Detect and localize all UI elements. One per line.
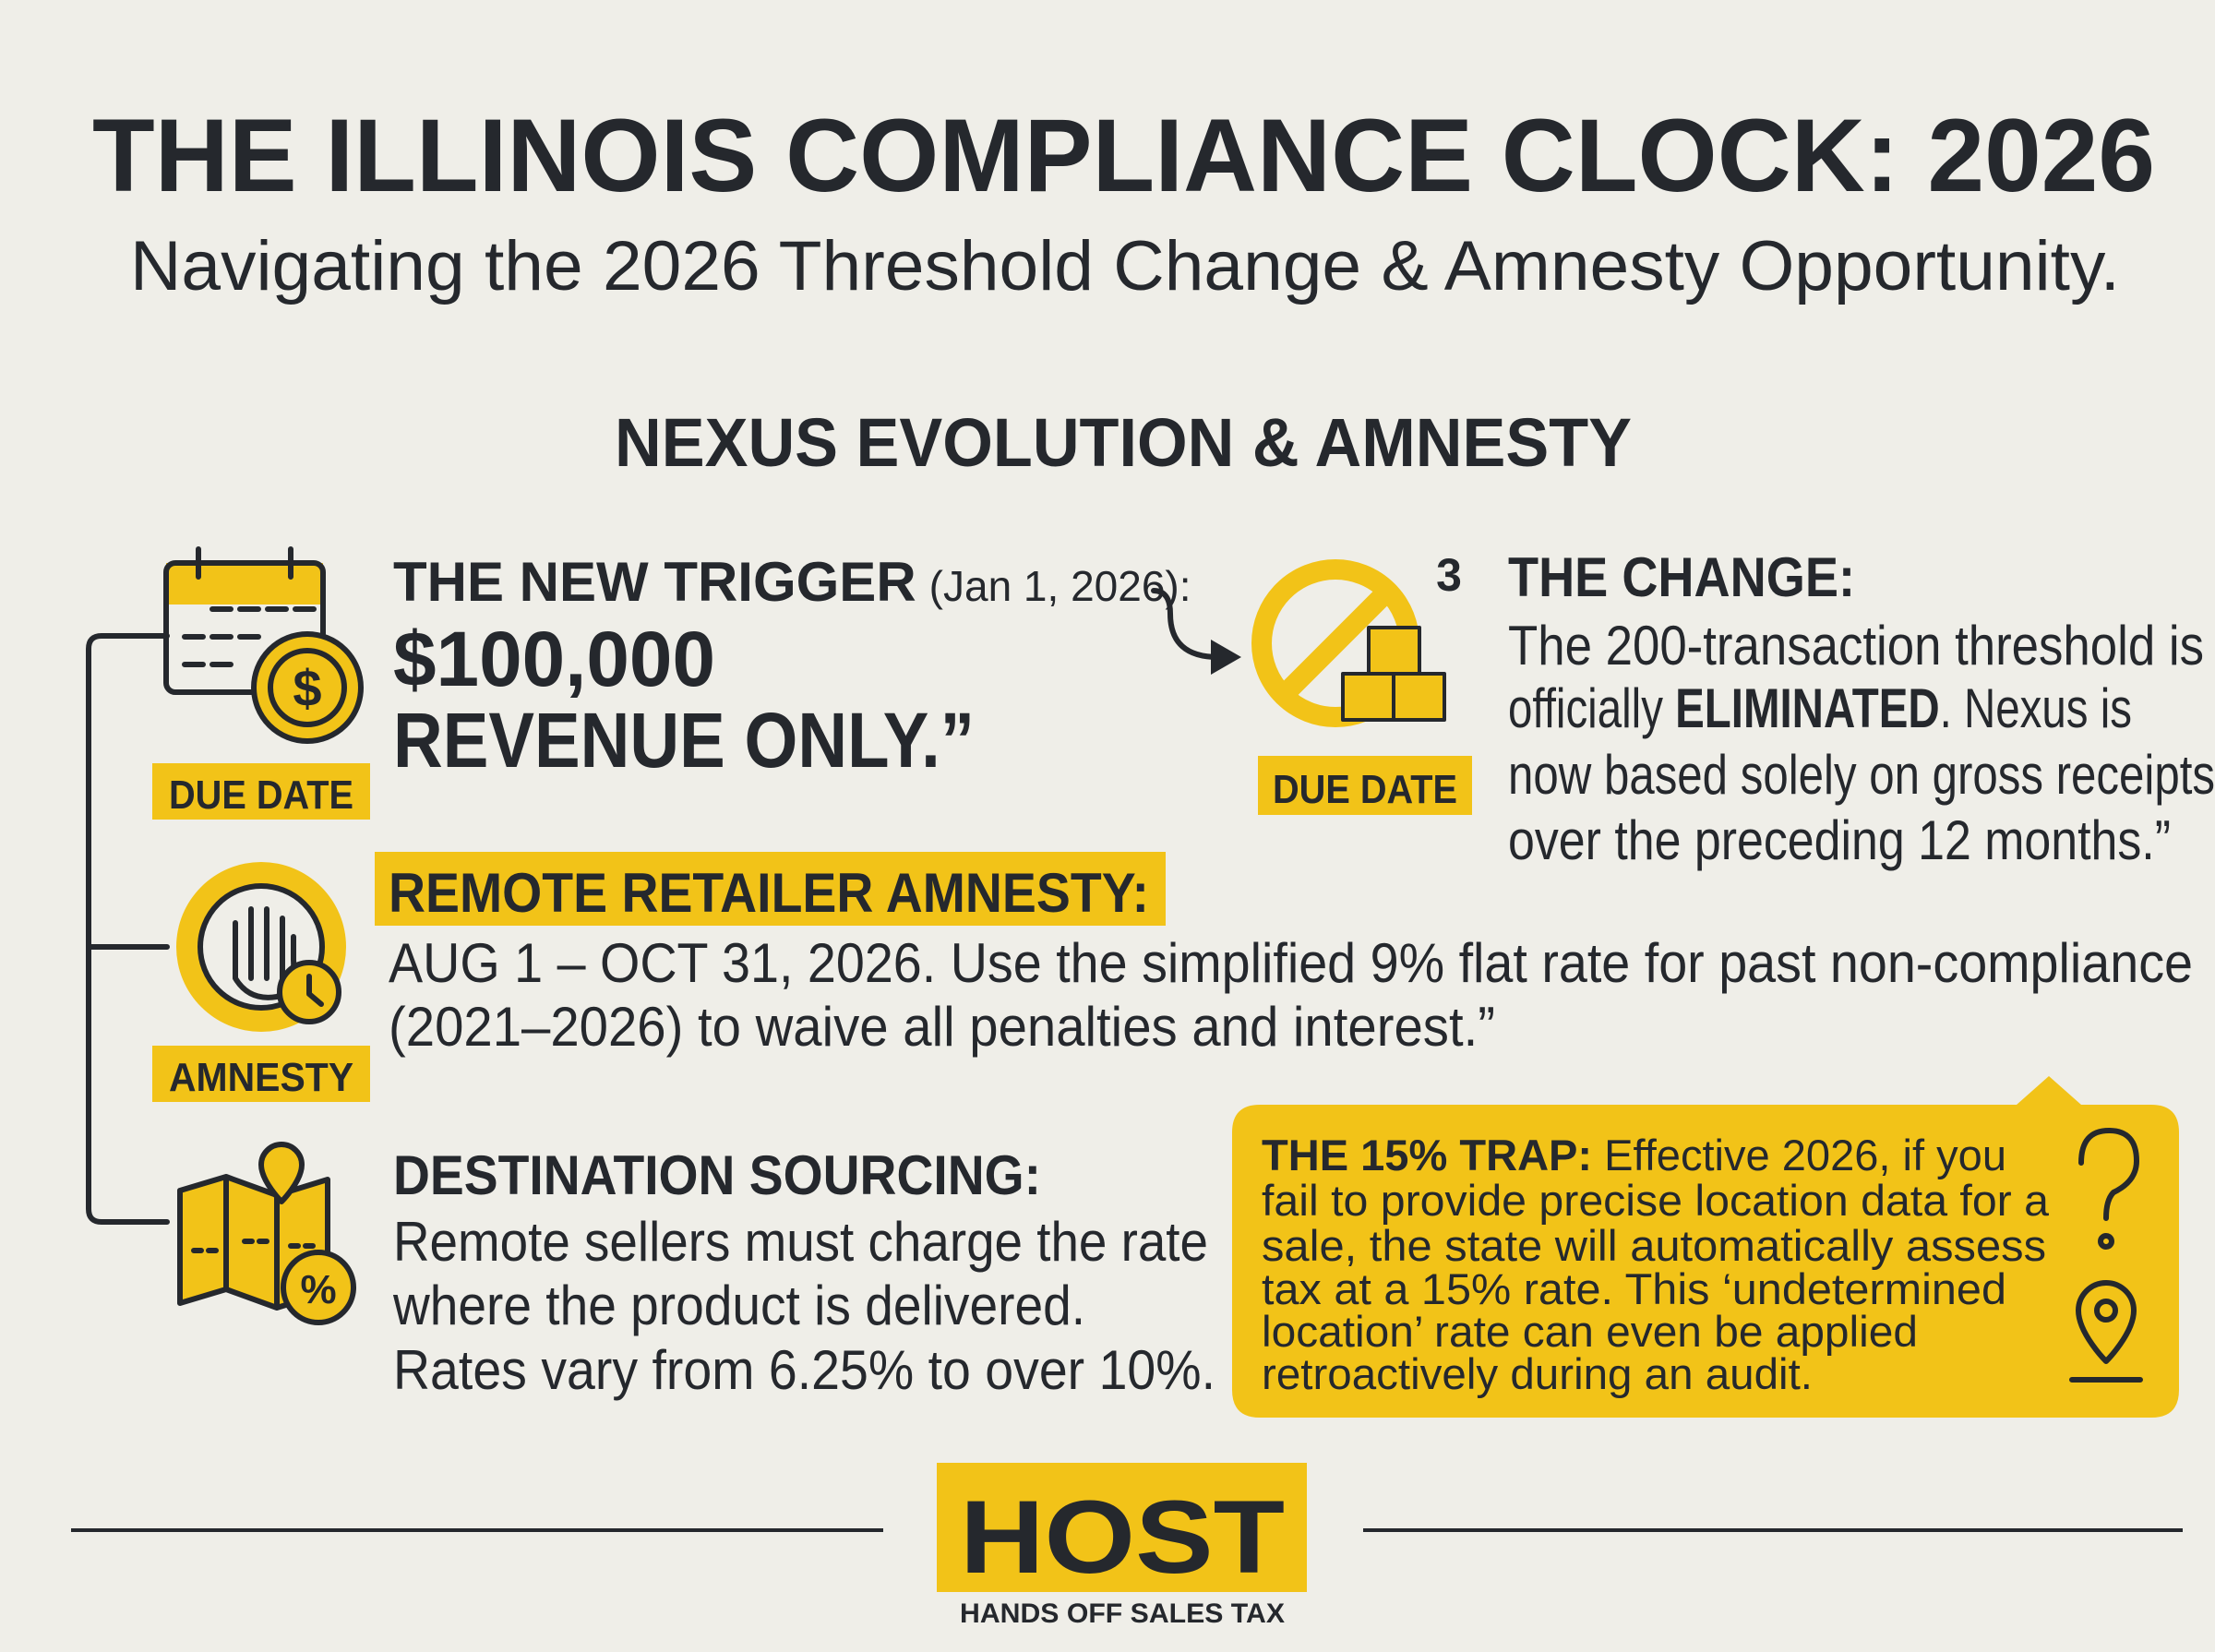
emphasis: ELIMINATED xyxy=(1675,677,1940,739)
prohibition-icon xyxy=(1251,559,1446,727)
badge-label: DUE DATE xyxy=(169,772,353,818)
percent-symbol: % xyxy=(300,1267,336,1312)
coin-ring xyxy=(251,631,364,744)
trap-line: THE 15% TRAP: Effective 2026, if you xyxy=(1262,1131,2006,1179)
sourcing-line: Rates vary from 6.25% to over 10%. xyxy=(393,1339,1215,1401)
calendar-frame xyxy=(163,560,326,695)
trap-label: THE 15% TRAP: xyxy=(1262,1131,1592,1179)
amnesty-line: AUG 1 – OCT 31, 2026. Use the simplified… xyxy=(389,932,2193,994)
text-run: officially xyxy=(1508,677,1675,739)
change-label: THE CHANGE: xyxy=(1508,546,1855,608)
trigger-label: THE NEW TRIGGER xyxy=(393,551,916,613)
badge xyxy=(152,1046,370,1102)
sourcing-line: where the product is delivered. xyxy=(392,1275,1085,1336)
question-dot xyxy=(2098,1233,2114,1250)
subtitle: Navigating the 2026 Threshold Change & A… xyxy=(130,227,2120,305)
change-line: over the preceding 12 months.” xyxy=(1508,809,2171,871)
change-line: now based solely on gross receipts xyxy=(1508,744,2215,806)
box xyxy=(1369,628,1419,674)
badge-label: AMNESTY xyxy=(169,1055,353,1100)
question-icon xyxy=(2078,1128,2139,1221)
route xyxy=(191,1239,317,1253)
trigger-headline: $100,000 xyxy=(393,616,715,702)
trap-line: retroactively during an audit. xyxy=(1262,1349,1813,1398)
location-dot xyxy=(2094,1299,2118,1323)
sourcing-label: DESTINATION SOURCING: xyxy=(393,1144,1041,1206)
connector xyxy=(86,633,170,1225)
pin-outline xyxy=(258,1142,305,1204)
trigger-heading: THE NEW TRIGGER (Jan 1, 2026): xyxy=(393,551,1191,613)
highlight xyxy=(375,852,1166,926)
percent-ring xyxy=(281,1250,356,1325)
coin-inner xyxy=(268,648,347,727)
dollar-sign: $ xyxy=(293,659,321,717)
box xyxy=(1343,674,1394,720)
text-run: . Nexus is xyxy=(1940,677,2132,739)
title: THE ILLINOIS COMPLIANCE CLOCK: 2026 xyxy=(92,98,2155,213)
location-icon xyxy=(2069,1280,2143,1383)
calendar-grid xyxy=(182,546,317,667)
box xyxy=(1394,674,1444,720)
badge xyxy=(152,763,370,820)
logo-box xyxy=(937,1463,1307,1592)
hand xyxy=(233,906,297,1000)
badge-label: DUE DATE xyxy=(1273,767,1457,812)
trap-line: tax at a 15% rate. This ‘undetermined xyxy=(1262,1264,2006,1313)
prohibition-slash xyxy=(1277,585,1394,701)
box-outline xyxy=(1341,626,1446,722)
arrow-head xyxy=(1211,640,1241,675)
change-line: The 200-transaction threshold is xyxy=(1508,615,2204,676)
clock-ring xyxy=(277,960,341,1024)
calendar-icon: $ xyxy=(163,546,364,744)
calendar-header xyxy=(166,563,323,605)
step-number: 3 xyxy=(1436,549,1462,601)
trigger-headline: REVENUE ONLY.” xyxy=(393,697,975,784)
trap-line: location’ rate can even be applied xyxy=(1262,1307,1918,1356)
arrow xyxy=(1151,588,1221,660)
callout xyxy=(1232,1076,2179,1418)
trap-line: fail to provide precise location data fo… xyxy=(1262,1176,2050,1225)
map-icon: % xyxy=(177,1142,356,1325)
trigger-date: (Jan 1, 2026): xyxy=(929,562,1191,610)
amnesty-label: REMOTE RETAILER AMNESTY: xyxy=(389,862,1149,924)
badge xyxy=(1258,756,1472,815)
change-line: officially ELIMINATED. Nexus is xyxy=(1508,677,2132,739)
logo: HOST xyxy=(960,1479,1285,1595)
hand-badge-icon xyxy=(176,862,346,1032)
amnesty-line: (2021–2026) to waive all penalties and i… xyxy=(389,996,1495,1058)
trap-line: sale, the state will automatically asses… xyxy=(1262,1221,2046,1270)
text-run: Effective 2026, if you xyxy=(1592,1131,2006,1179)
sourcing-line: Remote sellers must charge the rate xyxy=(393,1211,1208,1273)
tagline: HANDS OFF SALES TAX xyxy=(960,1598,1285,1629)
section-title: NEXUS EVOLUTION & AMNESTY xyxy=(615,404,1632,481)
percent-badge xyxy=(283,1252,353,1323)
clock-hands xyxy=(306,974,324,1007)
